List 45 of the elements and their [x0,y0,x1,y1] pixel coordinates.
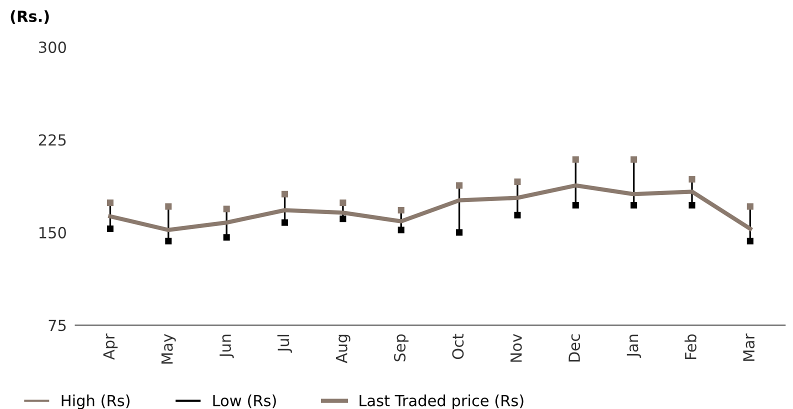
point [688,202,696,209]
y-tick-label: 300 [39,42,66,54]
x-tick-label: Jun [220,334,234,358]
legend-label: High (Rs) [62,394,130,409]
y-tick-label: 150 [40,226,66,238]
x-tick-label: Aug [336,334,350,364]
point [630,156,638,163]
point [688,176,696,183]
point [106,200,114,206]
x-tick-label: Dec [568,334,580,362]
point [456,182,463,189]
point [572,202,579,209]
y-tick-label: 75 [48,320,66,332]
point [746,203,754,210]
y-axis-title: (Rs.) [10,10,49,24]
point [340,216,346,222]
legend-label: Low (Rs) [213,394,276,408]
legend-label: Last Traded price (Rs) [360,394,524,409]
y-tick-label: 225 [38,134,66,146]
point [572,156,579,163]
point [398,206,404,214]
point [398,226,404,234]
line-series [108,183,752,232]
x-tick-label: Jul [277,334,292,353]
point [165,203,172,210]
x-tick-label: Sep [394,334,409,362]
point [514,212,521,218]
point [223,206,230,212]
x-tick-label: Feb [684,334,696,360]
x-tick-label: Mar [743,333,755,361]
point [514,178,521,186]
point [456,229,463,236]
point [106,225,114,232]
point [630,202,638,209]
point [282,219,288,226]
x-tick-label: Oct [452,334,464,360]
x-tick-label: Jan [626,334,642,358]
point [223,234,230,241]
x-tick-label: May [161,334,176,364]
point [165,238,172,244]
x-tick-label: Nov [510,334,522,362]
point [282,190,288,198]
point [340,200,346,206]
point [746,238,754,244]
x-tick-label: Apr [103,333,118,360]
